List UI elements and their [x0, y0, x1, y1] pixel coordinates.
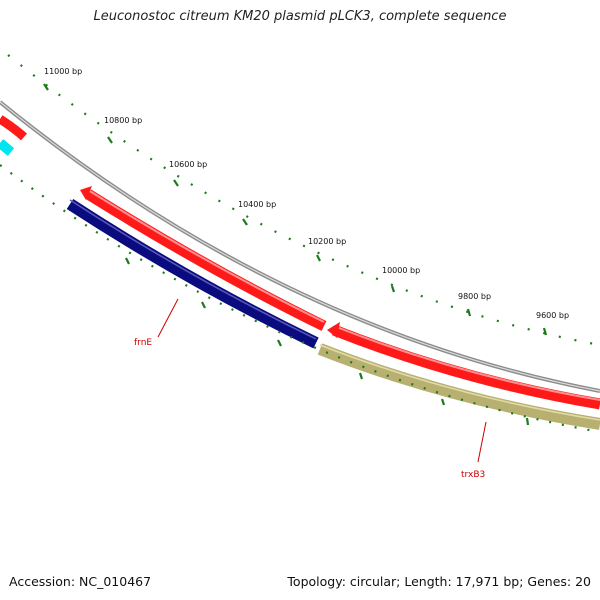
accession-label: Accession: NC_010467 — [9, 574, 152, 589]
backbone-arc — [0, 100, 600, 393]
outer-major-ticks — [43, 83, 548, 336]
forward-gene-arrowhead-2 — [327, 322, 340, 338]
ruler-labels: 11000 bp 10800 bp 10600 bp 10400 bp 1020… — [44, 67, 569, 320]
trxB3-leader-line — [477, 421, 487, 463]
inner-tick-arc — [0, 164, 600, 434]
forward-gene-segment-1 — [0, 115, 28, 141]
forward-gene-arrowhead-1 — [80, 186, 92, 200]
forward-gene-segment-3 — [331, 324, 600, 410]
sequence-summary: Topology: circular; Length: 17,971 bp; G… — [287, 574, 591, 589]
forward-gene-segment-2 — [85, 189, 327, 331]
gene-frnE-arc — [66, 198, 319, 349]
tick-label-9800: 9800 bp — [458, 292, 491, 301]
gene-trxB3-arc — [317, 343, 600, 430]
gene-label-trxB3: trxB3 — [461, 470, 485, 480]
reverse-gene-cyan — [0, 139, 15, 156]
tick-label-10800: 10800 bp — [104, 116, 142, 125]
tick-label-10200: 10200 bp — [308, 237, 346, 246]
gene-label-frnE: frnE — [134, 338, 152, 348]
inner-major-ticks — [125, 257, 530, 426]
map-title: Leuconostoc citreum KM20 plasmid pLCK3, … — [93, 9, 507, 24]
tick-label-9600: 9600 bp — [536, 311, 569, 320]
tick-label-10400: 10400 bp — [238, 200, 276, 209]
tick-label-11000: 11000 bp — [44, 67, 82, 76]
tick-label-10000: 10000 bp — [382, 266, 420, 275]
tick-label-10600: 10600 bp — [169, 160, 207, 169]
frnE-leader-line — [157, 298, 179, 338]
